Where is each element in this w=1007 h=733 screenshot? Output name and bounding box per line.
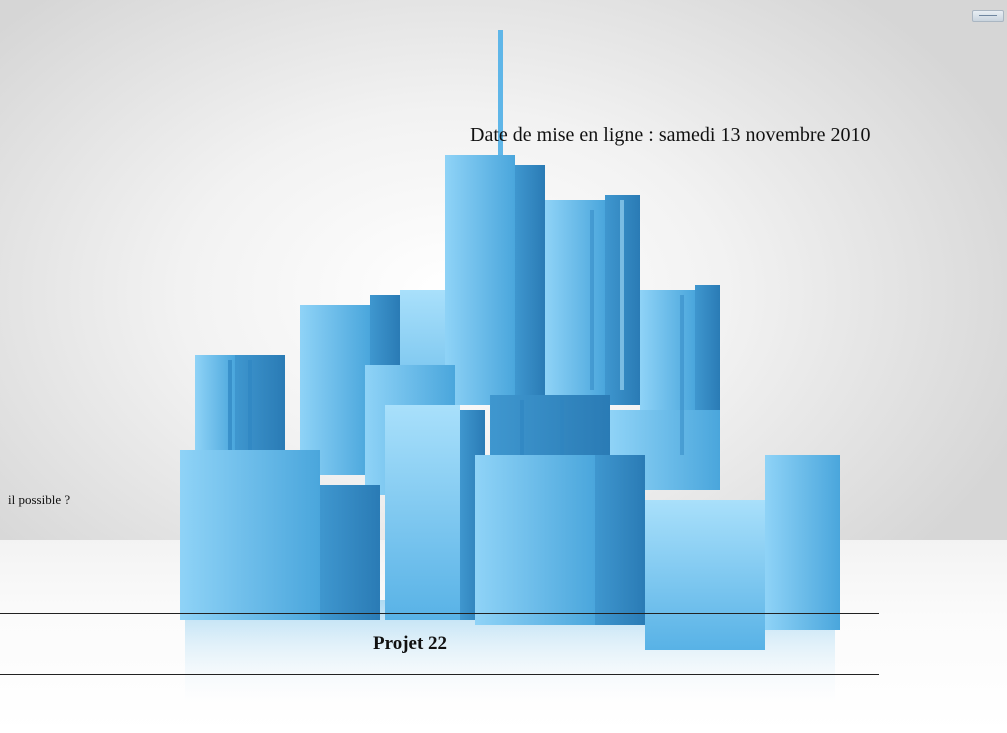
divider-bottom: [0, 674, 879, 675]
question-text-fragment: il possible ?: [8, 492, 71, 507]
publication-date: Date de mise en ligne : samedi 13 novemb…: [470, 124, 871, 146]
project-title: Projet 22: [373, 633, 448, 654]
divider-top: [0, 613, 879, 614]
window-control-icon[interactable]: [972, 10, 1004, 22]
